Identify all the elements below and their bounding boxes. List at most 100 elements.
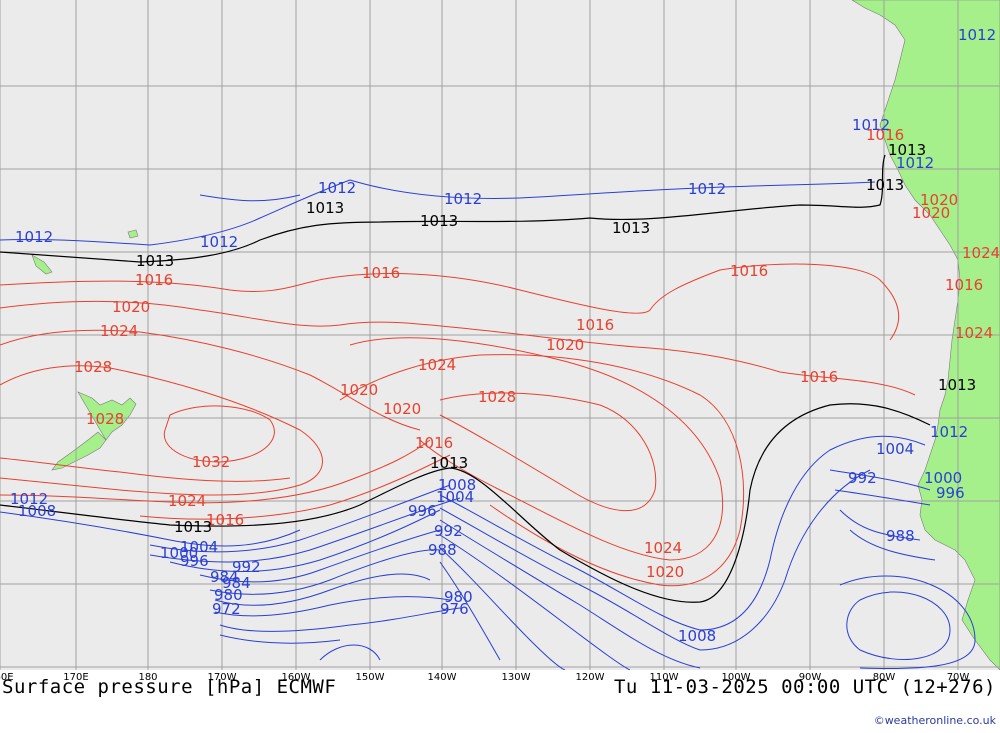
lon-label: 100W	[721, 672, 751, 683]
isobar-992-central	[439, 547, 566, 670]
label-992: 992	[434, 522, 463, 540]
isobar-1013-north	[0, 154, 886, 263]
isobar-988	[209, 549, 441, 595]
lon-label: 170W	[207, 672, 237, 683]
isobar-low-ring-b	[846, 591, 951, 660]
label-1024: 1024	[168, 492, 206, 510]
map-title: Surface pressure [hPa] ECMWF	[2, 676, 337, 698]
label-1012: 1012	[200, 233, 238, 251]
bottom-label-bar	[0, 670, 1000, 733]
isobar-1016-north	[0, 263, 900, 341]
isobar-996-west	[169, 509, 441, 572]
isobar-972	[219, 634, 341, 644]
label-1028: 1028	[478, 388, 516, 406]
isobar-992-west	[199, 529, 441, 583]
isobar-1004-central	[439, 469, 871, 651]
label-1000: 1000	[924, 469, 962, 487]
lon-label: 60E	[0, 672, 14, 683]
label-1020: 1020	[646, 563, 684, 581]
label-1016: 1016	[730, 262, 768, 280]
isobar-low-ring-c	[839, 575, 976, 670]
label-1004: 1004	[876, 440, 914, 458]
lon-label: 120W	[575, 672, 605, 683]
isobar-992-east	[839, 509, 921, 541]
label-1028: 1028	[74, 358, 112, 376]
isobar-1013-south	[0, 403, 931, 603]
label-980: 980	[444, 588, 473, 606]
lon-label: 90W	[798, 672, 822, 683]
south-america-land	[851, 0, 1000, 670]
isobar-980	[214, 596, 451, 617]
isobars-low	[0, 179, 976, 670]
isobar-labels-high: 1016 1016 1016 1016 1016 1016 1016 1020 …	[74, 126, 1000, 581]
label-1020: 1020	[912, 204, 950, 222]
label-1024: 1024	[418, 356, 456, 374]
label-1020: 1020	[112, 298, 150, 316]
label-1008: 1008	[18, 502, 56, 520]
label-984: 984	[222, 574, 251, 592]
label-1020: 1020	[920, 191, 958, 209]
lon-label: 180	[138, 672, 158, 683]
label-988: 988	[886, 527, 915, 545]
label-1032: 1032	[192, 453, 230, 471]
label-992: 992	[848, 469, 877, 487]
label-976: 976	[440, 600, 469, 618]
isobar-1024-east-loop	[349, 337, 724, 561]
label-1024: 1024	[644, 539, 682, 557]
label-980: 980	[214, 586, 243, 604]
isobar-1000-central	[439, 519, 701, 669]
label-1008: 1008	[678, 627, 716, 645]
label-1012: 1012	[10, 490, 48, 508]
isobar-1024-west	[0, 329, 421, 431]
isobar-low-ring-a	[319, 644, 381, 661]
isobars-1013	[0, 154, 931, 603]
isobar-1028-east	[439, 392, 657, 512]
isobar-1008-central	[439, 435, 926, 631]
label-1000: 1000	[160, 544, 198, 562]
isobars-high	[0, 263, 916, 587]
label-996: 996	[180, 552, 209, 570]
label-996: 996	[936, 484, 965, 502]
new-zealand-south	[51, 431, 107, 471]
label-1012: 1012	[15, 228, 53, 246]
label-1013: 1013	[866, 176, 904, 194]
credit-link[interactable]: ©weatheronline.co.uk	[873, 714, 996, 727]
isobar-1012-fragment	[199, 194, 301, 202]
label-992: 992	[232, 558, 261, 576]
lon-label: 110W	[649, 672, 679, 683]
label-1012: 1012	[318, 179, 356, 197]
label-988: 988	[428, 541, 457, 559]
lon-label: 140W	[427, 672, 457, 683]
label-1012: 1012	[896, 154, 934, 172]
isobar-996-east	[834, 489, 931, 506]
label-1020: 1020	[383, 400, 421, 418]
label-1013: 1013	[306, 199, 344, 217]
label-1012: 1012	[688, 180, 726, 198]
label-1012: 1012	[852, 116, 890, 134]
isobar-1032	[163, 405, 275, 463]
label-1013: 1013	[888, 141, 926, 159]
label-1012: 1012	[930, 423, 968, 441]
isobar-1024-south	[0, 439, 431, 504]
label-1016: 1016	[362, 264, 400, 282]
isobar-996-central	[439, 534, 631, 670]
label-1028: 1028	[86, 410, 124, 428]
lon-label: 80W	[872, 672, 896, 683]
isobar-988-central	[439, 561, 501, 661]
forecast-run-time: Tu 11-03-2025 00:00 UTC (12+276)	[613, 676, 996, 698]
isobar-1000-west	[149, 497, 461, 563]
label-1013: 1013	[430, 454, 468, 472]
isobar-1004-west	[149, 484, 451, 553]
isobar-976	[219, 607, 461, 632]
lon-label: 150W	[355, 672, 385, 683]
label-1024: 1024	[100, 322, 138, 340]
label-1020: 1020	[546, 336, 584, 354]
label-1016: 1016	[415, 434, 453, 452]
label-1013: 1013	[136, 252, 174, 270]
label-1016: 1016	[945, 276, 983, 294]
isobar-1012-north	[0, 179, 876, 246]
label-1024: 1024	[955, 324, 993, 342]
new-caledonia	[31, 254, 53, 275]
isobar-1020-east-loop	[339, 354, 745, 587]
lon-label: 70W	[946, 672, 970, 683]
